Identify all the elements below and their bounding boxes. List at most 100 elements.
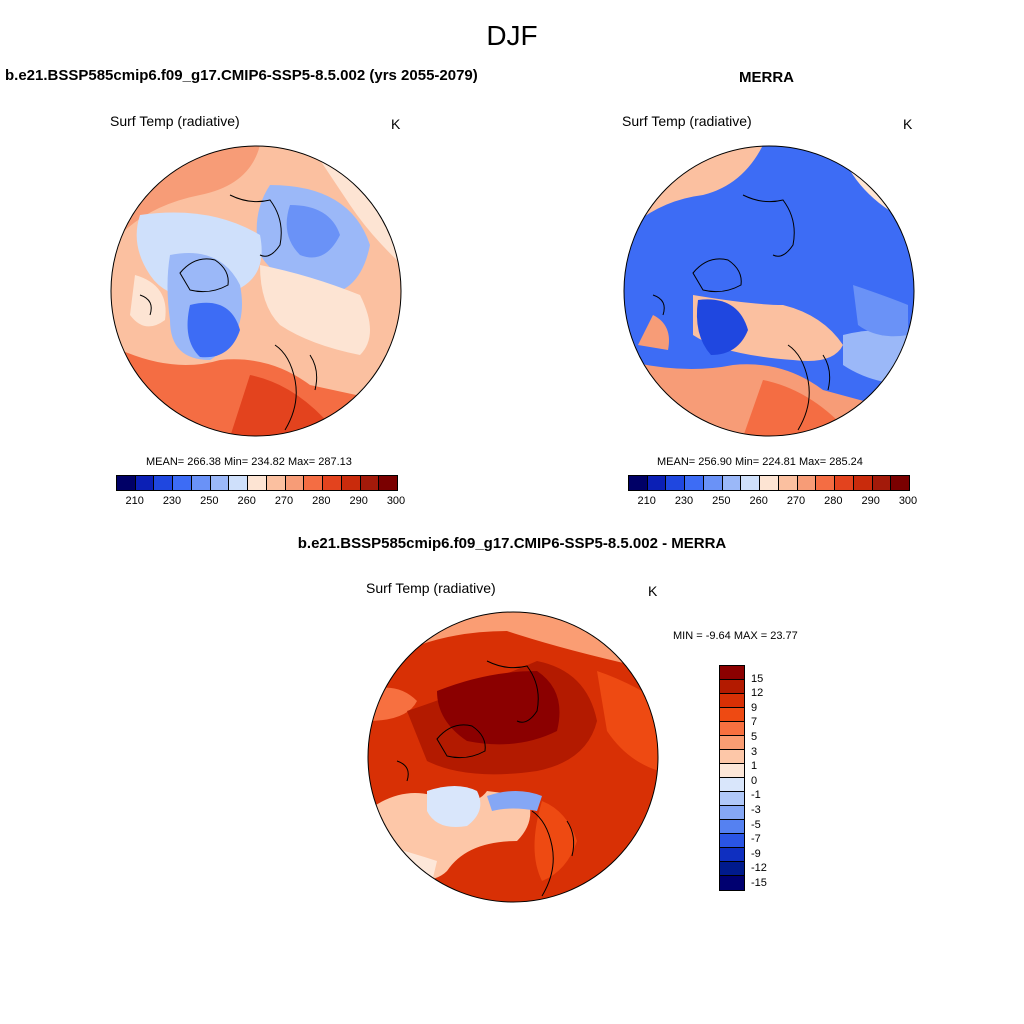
diff-colorbar-tick-label: -3	[751, 804, 761, 816]
obs-colorbar-tick-label: 270	[786, 495, 806, 507]
diff-colorbar-swatch	[720, 848, 744, 862]
model-max-label: Max=	[287, 456, 316, 468]
model-colorbar-tick-label: 290	[349, 495, 368, 507]
obs-max-value: 285.24	[829, 456, 863, 468]
obs-units-label: K	[903, 116, 913, 132]
model-min-value: 234.82	[251, 456, 285, 468]
diff-colorbar-tick-label: 7	[751, 716, 758, 729]
diff-colorbar-swatch	[720, 736, 744, 750]
obs-colorbar-tick-label: 210	[637, 495, 656, 507]
obs-colorbar-tick-label: 250	[712, 495, 731, 507]
obs-colorbar-swatch	[816, 476, 836, 490]
diff-colorbar-tick-label: -5	[751, 818, 761, 831]
model-colorbar-swatch	[304, 476, 324, 490]
diff-colorbar-swatch	[720, 806, 744, 820]
model-colorbar-swatch	[154, 476, 174, 490]
diff-colorbar	[719, 665, 745, 891]
diff-colorbar-swatch	[720, 750, 744, 764]
obs-colorbar-swatch	[891, 476, 910, 490]
obs-colorbar-swatch	[685, 476, 704, 490]
obs-mean-label: MEAN=	[657, 456, 696, 468]
obs-colorbar-swatch	[778, 476, 798, 490]
diff-colorbar-ticks: 15 12 9 7 5 3 1 0 -1 -3 -5 -7 -9 -12 -15	[751, 665, 791, 905]
diff-colorbar-swatch	[720, 792, 744, 806]
diff-colorbar-swatch	[720, 778, 744, 792]
model-colorbar-tick-label: 260	[237, 495, 256, 507]
model-colorbar-swatch	[229, 476, 249, 490]
model-colorbar-swatch	[285, 476, 305, 490]
obs-max-label: Max=	[798, 456, 827, 468]
diff-units-label: K	[648, 583, 658, 599]
diff-colorbar-tick-label: -7	[751, 833, 761, 846]
model-colorbar-tick-label: 230	[162, 495, 182, 507]
model-colorbar-swatch	[379, 476, 398, 490]
diff-colorbar-swatch	[720, 694, 744, 708]
diff-colorbar-tick-label: 15	[751, 672, 764, 685]
model-colorbar-tick-label: 210	[125, 495, 144, 507]
model-colorbar-swatch	[248, 476, 267, 490]
obs-colorbar-swatch	[703, 476, 723, 490]
obs-colorbar-tick-label: 300	[898, 495, 918, 507]
diff-colorbar-tick-label: 3	[751, 745, 758, 758]
model-min-label: Min=	[224, 456, 249, 468]
model-colorbar-tick-label: 270	[274, 495, 294, 507]
model-mean-value: 266.38	[187, 456, 221, 468]
model-colorbar-swatch	[117, 476, 136, 490]
model-panel-title: b.e21.BSSP585cmip6.f09_g17.CMIP6-SSP5-8.…	[5, 67, 478, 84]
diff-colorbar-swatch	[720, 680, 744, 694]
obs-colorbar-ticks: 210 230 250 260 270 280 290 300	[628, 495, 917, 509]
obs-colorbar-swatch	[853, 476, 873, 490]
obs-variable-label: Surf Temp (radiative)	[622, 113, 752, 129]
diff-colorbar-tick-label: 1	[751, 760, 758, 773]
figure-suptitle: DJF	[486, 20, 538, 51]
obs-colorbar-swatch	[872, 476, 892, 490]
diff-polar-map	[367, 611, 659, 903]
diff-colorbar-swatch	[720, 834, 744, 848]
diff-colorbar-swatch	[720, 722, 744, 736]
model-colorbar-swatch	[323, 476, 342, 490]
model-colorbar-swatch	[173, 476, 192, 490]
diff-colorbar-swatch	[720, 708, 744, 722]
obs-colorbar-tick-label: 280	[824, 495, 843, 507]
obs-colorbar-swatch	[797, 476, 817, 490]
obs-colorbar-swatch	[835, 476, 854, 490]
diff-colorbar-swatch	[720, 764, 744, 778]
diff-colorbar-tick-label: -9	[751, 847, 761, 860]
model-colorbar-swatch	[210, 476, 230, 490]
diff-colorbar-tick-label: -15	[751, 877, 767, 889]
model-colorbar	[116, 475, 398, 491]
obs-colorbar-swatch	[629, 476, 648, 490]
obs-min-value: 224.81	[762, 456, 796, 468]
diff-colorbar-tick-label: 5	[751, 731, 758, 743]
diff-panel-title: b.e21.BSSP585cmip6.f09_g17.CMIP6-SSP5-8.…	[297, 535, 727, 552]
diff-colorbar-swatch	[720, 820, 744, 834]
diff-minmax-text: MIN = -9.64 MAX = 23.77	[673, 630, 798, 642]
model-colorbar-swatch	[266, 476, 286, 490]
model-colorbar-ticks: 210 230 250 260 270 280 290 300	[116, 495, 405, 509]
diff-colorbar-tick-label: -1	[751, 789, 761, 802]
diff-colorbar-tick-label: 9	[751, 701, 758, 714]
model-units-label: K	[391, 116, 401, 132]
model-colorbar-tick-label: 250	[200, 495, 219, 507]
obs-colorbar	[628, 475, 910, 491]
diff-colorbar-swatch	[720, 876, 744, 890]
model-colorbar-tick-label: 280	[312, 495, 331, 507]
model-max-value: 287.13	[318, 456, 352, 468]
obs-colorbar-swatch	[760, 476, 779, 490]
diff-colorbar-swatch	[720, 862, 744, 876]
obs-colorbar-swatch	[666, 476, 686, 490]
model-mean-label: MEAN=	[146, 456, 185, 468]
obs-polar-map	[623, 145, 915, 437]
obs-colorbar-tick-label: 260	[749, 495, 768, 507]
obs-colorbar-tick-label: 290	[861, 495, 880, 507]
model-colorbar-tick-label: 300	[386, 495, 406, 507]
diff-colorbar-swatch	[720, 666, 744, 680]
model-stats: MEAN= 266.38 Min= 234.82 Max= 287.13	[146, 456, 352, 468]
model-colorbar-swatch	[360, 476, 380, 490]
obs-colorbar-tick-label: 230	[674, 495, 694, 507]
model-polar-map	[110, 145, 402, 437]
diff-variable-label: Surf Temp (radiative)	[366, 580, 496, 596]
obs-mean-value: 256.90	[698, 456, 732, 468]
diff-colorbar-tick-label: 12	[751, 687, 764, 700]
diff-colorbar-tick-label: -12	[751, 862, 767, 875]
